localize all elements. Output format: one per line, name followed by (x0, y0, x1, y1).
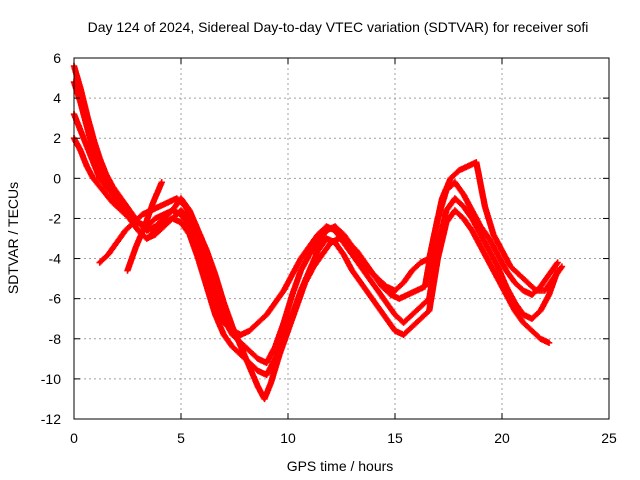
x-axis-label: GPS time / hours (287, 458, 394, 474)
y-tick-label: 4 (53, 90, 61, 106)
x-tick-label: 10 (280, 430, 296, 446)
y-tick-label: -4 (49, 251, 62, 267)
y-tick-label: 0 (53, 170, 61, 186)
y-tick-label: -8 (49, 331, 62, 347)
plot-frame (73, 57, 610, 420)
series-track-f (124, 179, 165, 274)
y-tick-label: -6 (49, 291, 62, 307)
x-tick-label: 20 (494, 430, 510, 446)
chart-title: Day 124 of 2024, Sidereal Day-to-day VTE… (88, 19, 589, 35)
x-tick-label: 5 (177, 430, 185, 446)
x-tick-label: 25 (601, 430, 617, 446)
x-tick-label: 0 (70, 430, 78, 446)
y-tick-label: -10 (41, 371, 61, 387)
grid-lines (74, 58, 609, 419)
series-markers (124, 179, 165, 274)
y-tick-label: -12 (41, 411, 61, 427)
y-tick-label: -2 (49, 210, 62, 226)
series-layer (70, 62, 566, 403)
y-axis-label: SDTVAR / TECUs (5, 182, 21, 294)
x-tick-label: 15 (387, 430, 403, 446)
y-tick-label: 2 (53, 130, 61, 146)
y-tick-label: 6 (53, 50, 61, 66)
